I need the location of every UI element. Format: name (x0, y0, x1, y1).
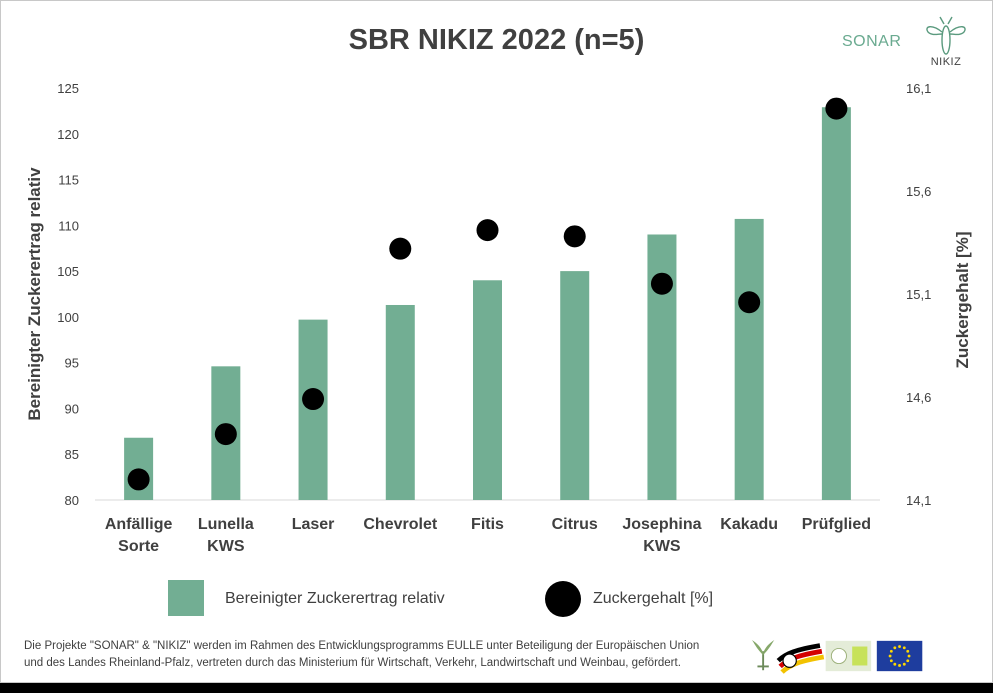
eu-star (893, 646, 897, 650)
dot (127, 468, 150, 491)
dot (389, 237, 412, 260)
bar (821, 107, 851, 500)
funding-note: Die Projekte "SONAR" & "NIKIZ" werden im… (24, 638, 739, 672)
legend-label-dot: Zuckergehalt [%] (593, 590, 714, 607)
dot (476, 219, 499, 242)
eler-logo-icon (825, 640, 872, 672)
bar (473, 280, 502, 500)
x-tick-label: Lunella KWS (198, 516, 254, 555)
x-tick-label: Laser (292, 516, 335, 533)
rlp-lion-logo-icon (776, 643, 825, 674)
dot (214, 423, 237, 446)
dot (563, 225, 586, 248)
x-tick-label: Josephina KWS (622, 516, 701, 555)
eu-star (889, 659, 893, 663)
legend-label-bar: Bereinigter Zuckerertrag relativ (225, 590, 445, 607)
funding-note-line1: Die Projekte "SONAR" & "NIKIZ" werden im… (24, 640, 700, 652)
eu-star (906, 649, 910, 653)
bar (560, 271, 590, 500)
y2-axis-title: Zuckergehalt [%] (953, 232, 972, 369)
eu-star (898, 664, 901, 667)
x-tick-label: Fitis (471, 516, 504, 533)
dot (825, 97, 848, 120)
y-axis-title: Bereinigter Zuckerertrag relativ (25, 167, 44, 421)
chart-plot: 80 85 90 95 100 105 110 115 120 125 14,1 14,6 15,1 15… (25, 81, 972, 555)
dot (302, 388, 325, 411)
y2-tick-label: 16,1 (906, 81, 931, 96)
bar (734, 218, 764, 500)
dot (738, 291, 761, 314)
y-tick-label: 115 (58, 173, 79, 188)
y2-tick-label: 14,1 (906, 493, 931, 508)
y2-tick-label: 14,6 (906, 390, 931, 405)
funding-note-line2: und des Landes Rheinland-Pfalz, vertrete… (24, 657, 681, 669)
eu-star (902, 662, 906, 666)
eu-star (898, 645, 901, 648)
nikiz-logo-text: NIKIZ (930, 56, 962, 68)
y-tick-label: 105 (57, 264, 79, 279)
eu-flag-icon (876, 640, 923, 672)
plant-logo-icon (751, 639, 775, 671)
eu-star (907, 654, 911, 658)
y-tick-label: 120 (57, 127, 79, 142)
y-tick-label: 80 (65, 493, 79, 508)
eu-star (902, 646, 906, 650)
y-tick-label: 90 (65, 401, 79, 416)
bottom-bar (0, 683, 993, 693)
y-tick-label: 100 (57, 310, 79, 325)
y-tick-label: 85 (65, 447, 79, 462)
eu-star (906, 659, 910, 663)
x-tick-label: Anfällige Sorte (105, 516, 173, 555)
legend-swatch-bar (168, 580, 204, 616)
x-tick-label: Citrus (552, 516, 598, 533)
sponsor-logos (751, 639, 923, 674)
x-tick-label: Chevrolet (363, 516, 437, 533)
eu-star (888, 654, 892, 658)
nikiz-logo-icon (926, 16, 966, 55)
x-tick-label: Prüfglied (802, 516, 871, 533)
dot (650, 272, 673, 295)
x-tick-label: Kakadu (720, 516, 778, 533)
sonar-logo-text: SONAR (842, 33, 902, 50)
eu-star (889, 649, 893, 653)
bar (385, 304, 415, 500)
chart-title: SBR NIKIZ 2022 (n=5) (348, 24, 645, 56)
y-tick-label: 110 (58, 218, 79, 233)
y-tick-label: 95 (65, 356, 79, 371)
legend-swatch-dot (545, 581, 581, 617)
eu-star (893, 662, 897, 666)
y2-tick-label: 15,6 (906, 184, 931, 199)
y2-tick-label: 15,1 (906, 287, 931, 302)
y-tick-label: 125 (57, 81, 79, 96)
